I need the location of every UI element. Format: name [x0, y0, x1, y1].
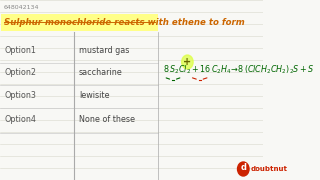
FancyBboxPatch shape [1, 14, 158, 30]
Text: d: d [240, 163, 246, 172]
Text: Option1: Option1 [4, 46, 36, 55]
Text: $8\,S_2Cl_2 + 16\,C_2H_4 \!\rightarrow\! 8\,(ClCH_2CH_2)_2S + S$: $8\,S_2Cl_2 + 16\,C_2H_4 \!\rightarrow\!… [163, 64, 314, 76]
Text: Option2: Option2 [4, 68, 36, 76]
Text: saccharine: saccharine [79, 68, 123, 76]
Text: lewisite: lewisite [79, 91, 109, 100]
Text: None of these: None of these [79, 116, 135, 125]
Circle shape [182, 55, 193, 69]
Text: mustard gas: mustard gas [79, 46, 129, 55]
Text: doubtnut: doubtnut [251, 166, 288, 172]
Text: +: + [183, 57, 191, 67]
Text: Option3: Option3 [4, 91, 36, 100]
Text: Sulphur monochloride reacts with ethene to form: Sulphur monochloride reacts with ethene … [4, 17, 245, 26]
Circle shape [237, 162, 249, 176]
Text: Option4: Option4 [4, 116, 36, 125]
Text: 648042134: 648042134 [3, 5, 39, 10]
